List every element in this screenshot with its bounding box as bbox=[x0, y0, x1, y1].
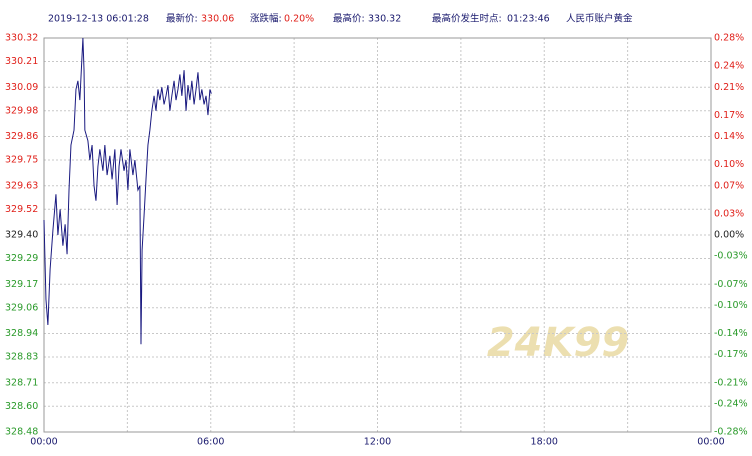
y-tick-label: 330.09 bbox=[5, 82, 38, 93]
y-tick-label: 330.32 bbox=[5, 33, 38, 44]
y2-tick-label: 0.10% bbox=[714, 159, 744, 170]
header-value: 330.06 bbox=[201, 14, 234, 25]
y2-tick-label: -0.17% bbox=[714, 349, 748, 360]
header-label: 最高价发生时点: bbox=[432, 13, 502, 25]
y2-tick-label: -0.10% bbox=[714, 300, 748, 311]
y2-tick-label: -0.28% bbox=[714, 427, 748, 438]
header-value: 0.20% bbox=[284, 14, 314, 25]
y-tick-label: 328.71 bbox=[5, 377, 38, 388]
header-value: 01:23:46 bbox=[507, 14, 550, 25]
header-time: 2019-12-13 06:01:28 bbox=[48, 14, 149, 25]
y-tick-label: 329.63 bbox=[5, 180, 38, 191]
y-tick-label: 329.06 bbox=[5, 302, 38, 313]
y-tick-label: 328.83 bbox=[5, 352, 38, 363]
watermark: 24K99 bbox=[487, 320, 629, 366]
y2-tick-label: 0.14% bbox=[714, 131, 744, 142]
x-tick-label: 18:00 bbox=[531, 437, 558, 448]
y-tick-label: 328.94 bbox=[5, 328, 38, 339]
y2-tick-label: 0.21% bbox=[714, 82, 744, 93]
header-label: 最新价: bbox=[166, 13, 198, 25]
x-tick-label: 00:00 bbox=[30, 437, 57, 448]
price-line bbox=[43, 37, 212, 345]
y2-tick-label: 0.07% bbox=[714, 180, 744, 191]
header-label: 涨跌幅: bbox=[250, 13, 282, 25]
x-tick-label: 12:00 bbox=[364, 437, 391, 448]
y-tick-label: 329.86 bbox=[5, 131, 38, 142]
y2-tick-label: 0.24% bbox=[714, 61, 744, 72]
y2-tick-label: 0.03% bbox=[714, 208, 744, 219]
y2-tick-label: -0.24% bbox=[714, 398, 748, 409]
y2-tick-label: -0.07% bbox=[714, 279, 748, 290]
y-tick-label: 329.98 bbox=[5, 105, 38, 116]
y-tick-label: 329.17 bbox=[5, 279, 38, 290]
y2-tick-label: 0.00% bbox=[714, 230, 744, 241]
y-tick-label: 330.21 bbox=[5, 56, 38, 67]
y2-tick-label: 0.17% bbox=[714, 110, 744, 121]
y-tick-label: 329.40 bbox=[5, 230, 38, 241]
header-value: 330.32 bbox=[368, 14, 401, 25]
x-tick-label: 00:00 bbox=[697, 437, 724, 448]
y-tick-label: 328.60 bbox=[5, 401, 38, 412]
y-tick-label: 329.52 bbox=[5, 204, 38, 215]
y2-tick-label: -0.03% bbox=[714, 251, 748, 262]
y2-tick-label: 0.28% bbox=[714, 33, 744, 44]
y-tick-label: 329.75 bbox=[5, 155, 38, 166]
y-tick-label: 329.29 bbox=[5, 253, 38, 264]
x-tick-label: 06:00 bbox=[197, 437, 224, 448]
header-label: 最高价: bbox=[333, 13, 365, 25]
y-tick-label: 328.48 bbox=[5, 427, 38, 438]
y2-tick-label: -0.14% bbox=[714, 328, 748, 339]
y2-tick-label: -0.21% bbox=[714, 377, 748, 388]
header-product: 人民币账户黄金 bbox=[566, 13, 633, 25]
